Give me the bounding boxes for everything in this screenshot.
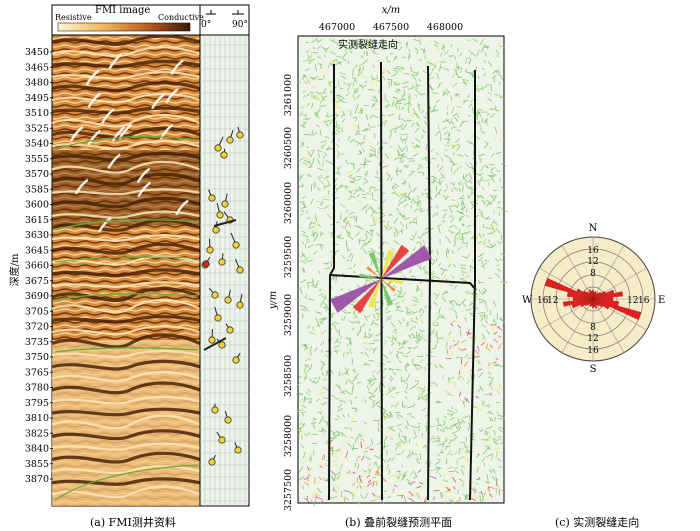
ring-n-8: 8 bbox=[590, 269, 596, 279]
rose-diagram-panel: N S W E 16 12 8 8 12 16 16 12 12 16 (c) … bbox=[520, 200, 700, 531]
depth-tick-label: 3750 bbox=[25, 352, 49, 363]
depth-tick-label: 3555 bbox=[25, 154, 49, 165]
y-tick-label: 3259500 bbox=[283, 236, 294, 278]
depth-tick-label: 3510 bbox=[25, 108, 49, 119]
depth-tick-label: 3645 bbox=[25, 245, 49, 256]
depth-tick-label: 3705 bbox=[25, 306, 49, 317]
map-annotation: 实测裂缝走向 bbox=[338, 38, 398, 51]
depth-tick-label: 3870 bbox=[25, 474, 49, 485]
south-label: S bbox=[590, 364, 597, 375]
ring-w-12: 12 bbox=[547, 296, 558, 306]
depth-tick-label: 3690 bbox=[25, 291, 49, 302]
rose-diagram bbox=[530, 236, 656, 362]
depth-tick-label: 3630 bbox=[25, 230, 49, 241]
y-tick-label: 3260000 bbox=[283, 182, 294, 224]
conductive-label: Conductive bbox=[158, 13, 204, 22]
depth-tick-label: 3795 bbox=[25, 398, 49, 409]
measured-fracture-rose bbox=[330, 244, 432, 314]
caption-a: (a) FMI测井资料 bbox=[90, 516, 176, 529]
ring-e-12: 12 bbox=[627, 296, 638, 306]
depth-tick-label: 3780 bbox=[25, 383, 49, 394]
depth-tick-label: 3600 bbox=[25, 200, 49, 211]
depth-tick-label: 3540 bbox=[25, 139, 49, 150]
depth-tick-label: 3570 bbox=[25, 169, 49, 180]
depth-ticks: 3450 3465 3480 3495 3510 3525 3540 3555 3570 3585… bbox=[25, 47, 53, 485]
fmi-trend-lines bbox=[54, 136, 199, 501]
dip-min-label: 0° bbox=[201, 20, 211, 30]
depth-tick-label: 3720 bbox=[25, 322, 49, 333]
fmi-panel: FMI image Resistive Conductive 0° 90° bbox=[0, 0, 260, 531]
depth-axis-label: 深度/m bbox=[8, 253, 21, 286]
depth-tick-label: 3765 bbox=[25, 367, 49, 378]
depth-tick-label: 3735 bbox=[25, 337, 49, 348]
y-tick-label: 3261000 bbox=[283, 74, 294, 116]
ring-s-16: 16 bbox=[587, 346, 599, 356]
ring-w-16: 16 bbox=[537, 296, 549, 306]
caption-c: (c) 实测裂缝走向 bbox=[555, 516, 640, 529]
depth-tick-label: 3660 bbox=[25, 261, 49, 272]
depth-tick-label: 3585 bbox=[25, 184, 49, 195]
depth-tick-label: 3840 bbox=[25, 444, 49, 455]
depth-tick-label: 3450 bbox=[25, 47, 49, 58]
north-label: N bbox=[589, 223, 598, 234]
depth-tick-label: 3480 bbox=[25, 78, 49, 89]
y-tick-label: 3260500 bbox=[283, 127, 294, 169]
east-label: E bbox=[658, 295, 665, 306]
depth-tick-label: 3855 bbox=[25, 459, 49, 470]
resistive-label: Resistive bbox=[55, 13, 92, 22]
y-tick-label: 3258500 bbox=[283, 355, 294, 397]
x-axis-label: x/m bbox=[382, 5, 401, 16]
rose-diagram-svg: N S W E 16 12 8 8 12 16 16 12 12 16 bbox=[522, 223, 665, 375]
dip-max-label: 90° bbox=[232, 20, 248, 30]
y-tick-label: 3259000 bbox=[283, 294, 294, 336]
fracture-map-panel: x/m 467000 467500 468000 3261000 3260500 326… bbox=[270, 0, 530, 531]
west-label: W bbox=[522, 295, 533, 306]
depth-tick-label: 3465 bbox=[25, 62, 49, 73]
ring-e-16: 16 bbox=[638, 296, 650, 306]
ring-n-12: 12 bbox=[587, 257, 598, 267]
fmi-panel-svg: FMI image Resistive Conductive 0° 90° bbox=[8, 4, 250, 507]
fracture-map-svg: x/m 467000 467500 468000 32610003260500326… bbox=[270, 5, 508, 511]
depth-tick-label: 3615 bbox=[25, 215, 49, 226]
y-axis-label: y/m bbox=[270, 291, 279, 311]
fmi-header-title: FMI image bbox=[95, 5, 150, 16]
depth-tick-label: 3525 bbox=[25, 123, 49, 134]
depth-tick-label: 3495 bbox=[25, 93, 49, 104]
y-tick-label: 3257500 bbox=[283, 469, 294, 511]
ring-s-8: 8 bbox=[590, 323, 596, 333]
ring-s-12: 12 bbox=[587, 334, 598, 344]
caption-b: (b) 叠前裂缝预测平面 bbox=[345, 516, 453, 529]
depth-tick-label: 3825 bbox=[25, 428, 49, 439]
depth-tick-label: 3810 bbox=[25, 413, 49, 424]
y-tick-label: 3258000 bbox=[283, 415, 294, 457]
x-tick-label: 467000 bbox=[319, 22, 355, 33]
ring-n-16: 16 bbox=[587, 246, 599, 256]
x-tick-label: 468000 bbox=[427, 22, 463, 33]
x-tick-label: 467500 bbox=[373, 22, 409, 33]
y-ticks: 3261000 3260500 3260000 3259500 3259000 32585… bbox=[283, 74, 294, 511]
fracture-strokes bbox=[294, 38, 508, 507]
fmi-colorbar bbox=[57, 22, 191, 32]
dip-tadpoles bbox=[201, 126, 244, 466]
depth-tick-label: 3675 bbox=[25, 276, 49, 287]
